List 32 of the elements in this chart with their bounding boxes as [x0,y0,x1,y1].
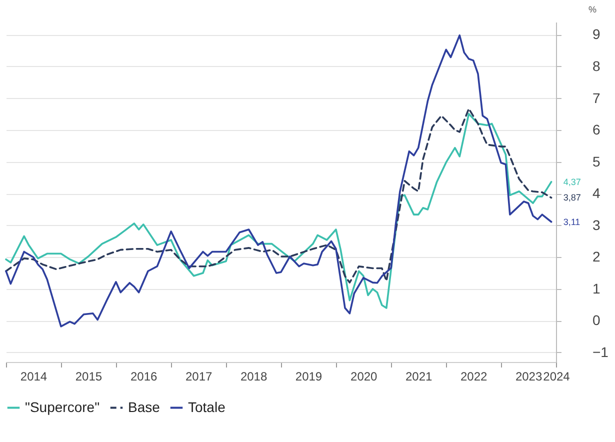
y-tick-label: 1 [592,280,600,296]
legend-label: Totale [188,398,226,415]
legend-label: "Supercore" [25,398,100,415]
y-axis-title: % [588,4,597,14]
x-tick-label: 2023 [515,370,542,384]
legend-label: Base [128,398,160,415]
x-tick-label: 2016 [130,370,158,384]
x-tick-label: 2019 [295,370,322,384]
x-tick-label: 2018 [240,370,268,384]
y-tick-label: −1 [592,344,609,360]
y-tick-label: 6 [592,122,600,138]
y-tick-label: 9 [592,26,600,42]
x-tick-label: 2024 [543,370,570,384]
x-tick-label: 2015 [75,370,102,384]
annotation: 3,11 [563,216,580,227]
x-tick-label: 2017 [185,370,212,384]
y-tick-label: 2 [592,248,600,265]
y-tick-label: 4 [592,185,600,202]
x-tick-label: 2021 [406,370,433,384]
y-tick-label: 5 [592,153,600,170]
y-tick-label: 0 [592,312,600,328]
y-tick-label: 7 [592,90,600,106]
x-tick-label: 2022 [460,370,488,384]
line-series [5,108,552,284]
annotation: 4,37 [563,176,581,187]
x-tick-label: 2014 [20,370,48,384]
y-tick-label: 3 [592,216,600,233]
y-tick-label: 8 [592,58,600,74]
annotation: 3,87 [563,192,581,203]
line-series [5,34,552,328]
line-series [5,112,552,309]
x-tick-label: 2020 [350,370,378,384]
